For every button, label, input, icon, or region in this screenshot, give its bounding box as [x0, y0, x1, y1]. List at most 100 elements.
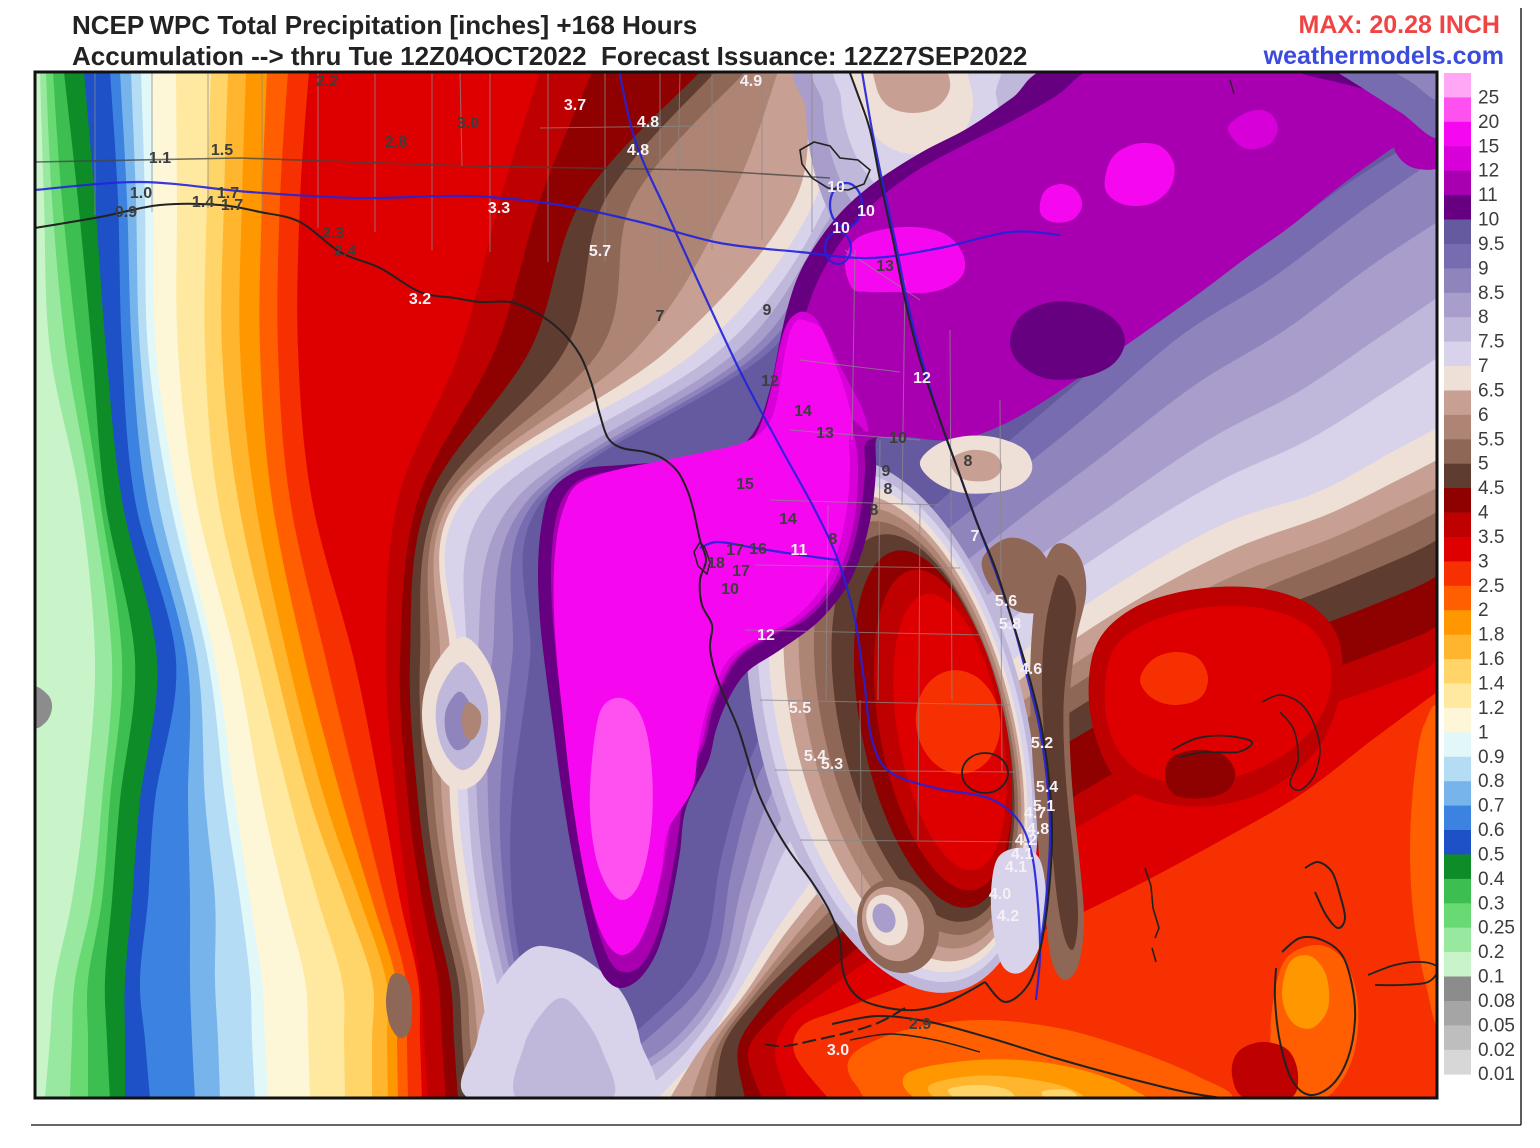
- svg-text:1.7: 1.7: [221, 197, 243, 214]
- svg-text:2.8: 2.8: [385, 134, 407, 151]
- svg-text:1.4: 1.4: [192, 194, 214, 211]
- svg-text:14: 14: [794, 403, 812, 420]
- svg-text:20: 20: [1478, 112, 1499, 133]
- svg-text:12: 12: [757, 627, 775, 644]
- svg-text:1.5: 1.5: [211, 142, 233, 159]
- svg-text:4.2: 4.2: [1015, 832, 1037, 849]
- svg-text:2.2: 2.2: [316, 73, 338, 90]
- svg-text:11: 11: [1478, 185, 1498, 206]
- svg-text:5.5: 5.5: [1478, 429, 1504, 450]
- svg-text:0.9: 0.9: [1478, 747, 1504, 768]
- svg-text:1.0: 1.0: [130, 185, 152, 202]
- svg-text:8: 8: [870, 502, 879, 519]
- svg-text:13: 13: [816, 425, 834, 442]
- svg-text:3.3: 3.3: [488, 200, 510, 217]
- svg-text:5.4: 5.4: [804, 748, 826, 765]
- svg-text:9.5: 9.5: [1478, 234, 1504, 255]
- svg-text:4: 4: [1478, 503, 1489, 524]
- svg-text:1.1: 1.1: [149, 150, 171, 167]
- svg-text:0.01: 0.01: [1478, 1064, 1515, 1085]
- svg-text:6.5: 6.5: [1478, 381, 1504, 402]
- svg-text:5.5: 5.5: [789, 700, 811, 717]
- svg-text:2.5: 2.5: [1478, 576, 1504, 597]
- svg-text:10: 10: [827, 179, 845, 196]
- svg-text:4.0: 4.0: [989, 886, 1011, 903]
- svg-text:2.4: 2.4: [334, 243, 356, 260]
- svg-text:0.9: 0.9: [115, 204, 137, 221]
- svg-text:2.3: 2.3: [322, 225, 344, 242]
- svg-text:8: 8: [829, 531, 838, 548]
- svg-text:6: 6: [1478, 405, 1489, 426]
- svg-text:14: 14: [779, 511, 797, 528]
- svg-text:2: 2: [1478, 600, 1489, 621]
- svg-text:8: 8: [964, 453, 973, 470]
- svg-text:10: 10: [857, 203, 875, 220]
- svg-text:7: 7: [656, 308, 665, 325]
- svg-text:4.1: 4.1: [1005, 859, 1027, 876]
- svg-text:9: 9: [1478, 258, 1489, 279]
- svg-text:4.1: 4.1: [1011, 846, 1033, 863]
- svg-text:0.4: 0.4: [1478, 869, 1505, 890]
- svg-text:7.5: 7.5: [1478, 332, 1504, 353]
- svg-text:16: 16: [749, 541, 767, 558]
- svg-text:5.1: 5.1: [1033, 798, 1055, 815]
- svg-text:0.3: 0.3: [1478, 893, 1504, 914]
- svg-text:5.8: 5.8: [999, 616, 1021, 633]
- svg-text:4.7: 4.7: [1024, 805, 1046, 822]
- svg-text:0.05: 0.05: [1478, 1015, 1515, 1036]
- svg-text:8: 8: [1478, 307, 1489, 328]
- svg-text:25: 25: [1478, 87, 1499, 108]
- svg-text:17: 17: [726, 542, 744, 559]
- svg-text:7: 7: [1478, 356, 1489, 377]
- svg-text:5.4: 5.4: [1036, 779, 1058, 796]
- svg-text:13: 13: [876, 258, 894, 275]
- svg-text:3.2: 3.2: [409, 291, 431, 308]
- svg-text:0.2: 0.2: [1478, 942, 1504, 963]
- svg-text:0.5: 0.5: [1478, 844, 1504, 865]
- svg-text:10: 10: [1478, 210, 1499, 231]
- svg-text:8.5: 8.5: [1478, 283, 1504, 304]
- svg-text:3.0: 3.0: [457, 115, 479, 132]
- svg-text:12: 12: [913, 370, 931, 387]
- svg-text:1: 1: [1478, 722, 1489, 743]
- svg-text:4.8: 4.8: [1027, 821, 1049, 838]
- svg-text:0.6: 0.6: [1478, 820, 1504, 841]
- svg-text:4.5: 4.5: [1478, 478, 1504, 499]
- svg-text:10: 10: [889, 430, 907, 447]
- svg-text:15: 15: [1478, 136, 1499, 157]
- svg-text:1.2: 1.2: [1478, 698, 1504, 719]
- svg-text:8: 8: [884, 481, 893, 498]
- svg-text:5.6: 5.6: [995, 593, 1017, 610]
- svg-text:10: 10: [832, 220, 850, 237]
- svg-text:12: 12: [1478, 161, 1499, 182]
- svg-text:7: 7: [971, 528, 980, 545]
- svg-text:3.0: 3.0: [827, 1042, 849, 1059]
- svg-text:1.4: 1.4: [1478, 674, 1505, 695]
- svg-text:15: 15: [736, 476, 754, 493]
- svg-text:5: 5: [1478, 454, 1489, 475]
- svg-text:5.7: 5.7: [589, 243, 611, 260]
- svg-text:5.2: 5.2: [1031, 735, 1053, 752]
- svg-text:1.6: 1.6: [1478, 649, 1504, 670]
- svg-text:12: 12: [761, 373, 779, 390]
- svg-text:3.5: 3.5: [1478, 527, 1504, 548]
- svg-text:9: 9: [882, 463, 891, 480]
- svg-text:17: 17: [732, 563, 750, 580]
- svg-text:0.02: 0.02: [1478, 1040, 1515, 1061]
- svg-text:9: 9: [763, 302, 772, 319]
- svg-text:0.8: 0.8: [1478, 771, 1504, 792]
- svg-text:11: 11: [791, 542, 808, 559]
- svg-text:4.9: 4.9: [740, 73, 762, 90]
- svg-text:0.7: 0.7: [1478, 796, 1504, 817]
- svg-text:4.8: 4.8: [627, 142, 649, 159]
- svg-text:4.6: 4.6: [1020, 661, 1042, 678]
- svg-text:18: 18: [707, 555, 725, 572]
- svg-text:0.25: 0.25: [1478, 918, 1515, 939]
- svg-text:3: 3: [1478, 551, 1489, 572]
- svg-text:1.8: 1.8: [1478, 625, 1504, 646]
- svg-text:4.8: 4.8: [637, 114, 659, 131]
- svg-text:1.7: 1.7: [217, 185, 239, 202]
- svg-text:2.9: 2.9: [909, 1016, 931, 1033]
- svg-text:4.2: 4.2: [997, 908, 1019, 925]
- svg-text:10: 10: [721, 581, 739, 598]
